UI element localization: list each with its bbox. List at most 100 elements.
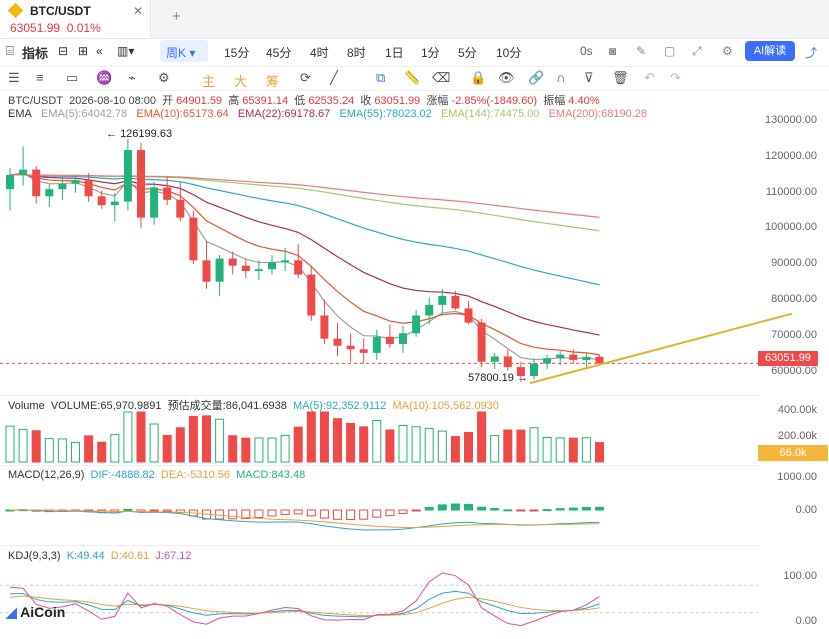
lock-icon[interactable]: 🔒 bbox=[470, 70, 487, 85]
interval-5m[interactable]: 5分 bbox=[458, 46, 477, 60]
candle-body bbox=[569, 354, 578, 360]
copy-icon[interactable]: ⧉ bbox=[376, 70, 386, 85]
add-tab-button[interactable]: + bbox=[172, 8, 181, 25]
tab-price: 63051.99 0.01% bbox=[10, 21, 101, 35]
low-annotation: 57800.19 → bbox=[468, 372, 528, 384]
volume-bar bbox=[464, 431, 473, 463]
candle-body bbox=[464, 308, 473, 323]
interval-1d[interactable]: 1日 bbox=[385, 46, 404, 60]
indicators-button[interactable]: 指标 bbox=[22, 46, 49, 61]
gear-icon[interactable]: ⚙ bbox=[722, 44, 733, 58]
candle-body bbox=[137, 150, 145, 218]
grid-icon[interactable]: ⊞ bbox=[78, 44, 89, 58]
trash-icon[interactable]: 🗑 bbox=[612, 70, 629, 85]
pen-icon[interactable]: ✎ bbox=[636, 44, 647, 58]
interval-selected[interactable]: 周K ▾ bbox=[166, 46, 196, 60]
volume-bar bbox=[123, 411, 133, 463]
macd-bar bbox=[359, 509, 369, 520]
volume-bar bbox=[372, 420, 382, 463]
macd-bar bbox=[581, 506, 591, 511]
refresh-zero[interactable]: 0s bbox=[580, 44, 593, 58]
eye-icon[interactable]: 👁 bbox=[498, 70, 515, 85]
candle-body bbox=[530, 363, 538, 376]
replay-icon[interactable]: ⟳ bbox=[300, 70, 311, 85]
interval-selector[interactable] bbox=[160, 40, 208, 62]
main-force-tool[interactable]: 主 bbox=[202, 74, 216, 89]
settings-icon[interactable]: ⚙ bbox=[158, 70, 170, 85]
volume-bar bbox=[346, 422, 356, 463]
volume-bar bbox=[293, 426, 303, 463]
axis-tick: 60000.00 bbox=[771, 365, 817, 377]
undo-icon[interactable]: ↶ bbox=[644, 70, 655, 85]
macd-bar bbox=[280, 509, 290, 515]
eraser-icon[interactable]: ⌫ bbox=[432, 70, 451, 85]
link-icon[interactable]: 🔗 bbox=[528, 70, 545, 85]
fullscreen-icon[interactable]: ⤢ bbox=[692, 44, 702, 58]
candle-body bbox=[163, 187, 172, 200]
candle-body bbox=[19, 169, 28, 175]
macd-bar bbox=[123, 508, 133, 511]
interval-4h[interactable]: 4时 bbox=[310, 46, 329, 60]
macd-bar bbox=[529, 509, 539, 512]
candle-body bbox=[58, 183, 67, 190]
volume-bar bbox=[542, 436, 552, 463]
candle-body bbox=[516, 367, 525, 376]
close-tab-icon[interactable]: ✕ bbox=[133, 4, 144, 18]
bar-chart-icon[interactable]: ▥▾ bbox=[117, 44, 135, 58]
layout-icon[interactable]: ⊟ bbox=[58, 44, 69, 58]
big-order-tool[interactable]: 大 bbox=[234, 74, 248, 89]
axis-tick: 1000.00 bbox=[777, 471, 817, 483]
candle-body bbox=[294, 260, 303, 275]
volume-bar bbox=[516, 429, 526, 463]
brush-icon[interactable]: ♒ bbox=[96, 70, 113, 85]
volume-bar bbox=[18, 428, 28, 463]
volume-bar bbox=[228, 435, 238, 463]
indicator-icon[interactable]: ⌸ bbox=[6, 43, 14, 58]
interval-8h[interactable]: 8时 bbox=[347, 46, 366, 60]
candle-body bbox=[372, 336, 381, 353]
share-icon[interactable]: ⤴ bbox=[805, 46, 818, 60]
volume-bar bbox=[529, 427, 539, 463]
redo-icon[interactable]: ↷ bbox=[670, 70, 681, 85]
macd-bar bbox=[241, 509, 251, 519]
kdj-legend: KDJ(9,3,3) K:49.44 D:40.61 J:67.12 bbox=[8, 550, 192, 562]
camera-icon[interactable]: ◙ bbox=[609, 44, 617, 58]
rectangle-icon[interactable]: ▭ bbox=[66, 70, 79, 85]
volume-bar bbox=[254, 437, 264, 463]
frame-icon[interactable]: ▢ bbox=[664, 44, 676, 58]
rewind-icon[interactable]: « bbox=[96, 44, 103, 58]
lines-icon[interactable]: ≡ bbox=[36, 70, 44, 85]
interval-15m[interactable]: 15分 bbox=[224, 46, 250, 60]
chips-tool[interactable]: 筹 bbox=[266, 74, 280, 89]
candle-body bbox=[84, 180, 93, 197]
volume-bar bbox=[57, 438, 67, 463]
interval-1m[interactable]: 1分 bbox=[421, 46, 440, 60]
filter-icon[interactable]: ⊽ bbox=[584, 70, 594, 85]
volume-bar bbox=[188, 416, 198, 463]
tab-pair-name: BTC/USDT bbox=[30, 4, 91, 18]
ema-22-line bbox=[9, 173, 600, 336]
candle-body bbox=[412, 315, 421, 334]
candle-body bbox=[254, 269, 263, 272]
tab-btc-usdt[interactable] bbox=[0, 0, 151, 38]
draw-line-icon[interactable]: ╱ bbox=[330, 70, 338, 85]
macd-bar bbox=[149, 509, 159, 512]
macd-bar bbox=[503, 509, 513, 512]
volume-bar bbox=[84, 435, 94, 463]
magnet-icon[interactable]: ∩ bbox=[556, 70, 566, 85]
pane-separator bbox=[0, 465, 760, 466]
volume-bar bbox=[149, 423, 159, 463]
paint-icon[interactable]: ⌁ bbox=[128, 70, 136, 85]
ai-explain-button[interactable]: AI解读 bbox=[745, 41, 795, 61]
candle-body bbox=[150, 187, 159, 218]
candle-body bbox=[241, 265, 250, 272]
interval-10m[interactable]: 10分 bbox=[496, 46, 522, 60]
interval-45m[interactable]: 45分 bbox=[266, 46, 292, 60]
ema-label[interactable]: EMA bbox=[8, 108, 32, 120]
menu-icon[interactable]: ☰ bbox=[8, 70, 20, 85]
ruler-icon[interactable]: 📏 bbox=[404, 70, 421, 85]
macd-bar bbox=[319, 509, 329, 519]
ema-legend: EMA EMA(5):64042.78 EMA(10):65173.64 EMA… bbox=[8, 108, 647, 120]
volume-bar bbox=[359, 426, 369, 463]
